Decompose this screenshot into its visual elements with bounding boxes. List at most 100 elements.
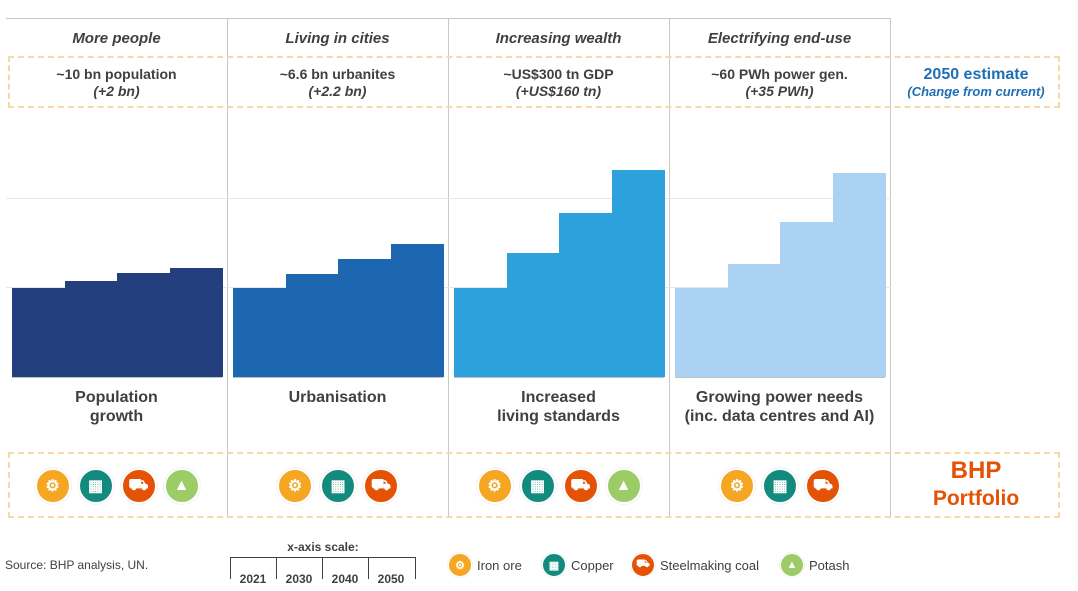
legend-steelmaking-coal: ⛟ Steelmaking coal <box>631 553 759 577</box>
gridline <box>6 198 891 199</box>
bar-3-2040 <box>559 213 612 377</box>
estimate-header-title: 2050 estimate <box>923 66 1029 83</box>
estimate-row-box <box>8 56 1060 108</box>
legend-copper: ▦ Copper <box>542 553 614 577</box>
x-axis-scale-bracket <box>230 557 416 566</box>
estimate-header-subtitle: (Change from current) <box>907 84 1045 99</box>
column-divider <box>448 18 449 518</box>
legend-label: Copper <box>571 557 614 573</box>
estimate-value: ~US$300 tn GDP <box>503 66 614 82</box>
estimate-value: ~10 bn population <box>56 66 177 82</box>
legend-potash: ▲ Potash <box>780 553 849 577</box>
scale-tick <box>415 557 416 579</box>
iron-ore-icon: ⚙ <box>277 468 313 504</box>
copper-icon: ▦ <box>762 468 798 504</box>
column-divider <box>890 18 891 518</box>
legend-label: Steelmaking coal <box>660 557 759 573</box>
estimate-urbanites: ~6.6 bn urbanites (+2.2 bn) <box>227 66 448 100</box>
estimate-gdp: ~US$300 tn GDP (+US$160 tn) <box>448 66 669 100</box>
portfolio-icons-column-1: ⚙ ▦ ⛟ ▲ <box>34 468 200 504</box>
bar-2-2050 <box>390 243 444 377</box>
column-title-living-in-cities: Living in cities <box>285 30 390 47</box>
x-axis-scale-title: x-axis scale: <box>287 540 359 554</box>
label-line: Growing power needs <box>695 389 864 406</box>
copper-icon: ▦ <box>77 468 114 504</box>
bar-3-2050 <box>611 169 665 377</box>
source-note: Source: BHP analysis, UN. <box>5 558 149 572</box>
steelmaking-coal-icon: ⛟ <box>562 468 599 504</box>
label-line: Population <box>75 389 158 406</box>
potash-icon: ▲ <box>163 468 200 504</box>
bar-3-2021 <box>454 288 507 377</box>
estimate-change: (+35 PWh) <box>745 83 814 99</box>
column-divider <box>669 18 670 518</box>
gridline <box>6 287 891 288</box>
steelmaking-coal-icon: ⛟ <box>363 468 399 504</box>
column-label-living-standards: Increased living standards <box>448 388 669 426</box>
portfolio-icons-column-2: ⚙ ▦ ⛟ <box>277 468 399 504</box>
estimate-value: ~6.6 bn urbanites <box>279 66 396 82</box>
column-title-more-people: More people <box>72 30 161 47</box>
bar-2-2021 <box>233 288 286 377</box>
bar-baseline <box>12 377 222 378</box>
iron-ore-icon: ⚙ <box>719 468 755 504</box>
column-label-power-needs: Growing power needs (inc. data centres a… <box>669 388 890 426</box>
steelmaking-coal-icon: ⛟ <box>805 468 841 504</box>
scale-label-2021: 2021 <box>239 572 267 586</box>
estimate-value: ~60 PWh power gen. <box>711 66 848 82</box>
bar-1-2040 <box>117 272 170 377</box>
portfolio-row-box <box>8 452 1060 518</box>
scale-tick <box>276 557 277 579</box>
label-line: Increased <box>521 389 596 406</box>
estimate-header: 2050 estimate (Change from current) <box>891 66 1061 100</box>
potash-icon: ▲ <box>780 553 804 577</box>
iron-ore-icon: ⚙ <box>448 553 472 577</box>
column-label-urbanisation: Urbanisation <box>227 388 448 407</box>
potash-icon: ▲ <box>605 468 642 504</box>
scale-tick <box>368 557 369 579</box>
legend-label: Iron ore <box>477 557 522 573</box>
bar-4-2050 <box>832 173 886 377</box>
bar-1-2021 <box>12 288 65 377</box>
scale-tick <box>322 557 323 579</box>
legend-iron-ore: ⚙ Iron ore <box>448 553 522 577</box>
bar-4-2021 <box>675 288 728 377</box>
column-title-increasing-wealth: Increasing wealth <box>495 30 622 47</box>
iron-ore-icon: ⚙ <box>476 468 513 504</box>
estimate-population: ~10 bn population (+2 bn) <box>6 66 227 100</box>
bar-4-2040 <box>780 222 833 377</box>
bar-4-2030 <box>727 263 781 377</box>
scale-tick <box>230 557 231 579</box>
scale-label-2040: 2040 <box>331 572 359 586</box>
legend-label: Potash <box>809 557 850 573</box>
estimate-power: ~60 PWh power gen. (+35 PWh) <box>669 66 890 100</box>
label-line: (inc. data centres and AI) <box>684 408 875 425</box>
estimate-change: (+2 bn) <box>93 83 140 99</box>
bar-2-2040 <box>338 258 391 377</box>
copper-icon: ▦ <box>320 468 356 504</box>
bar-1-2050 <box>169 267 223 377</box>
column-title-electrifying-end-use: Electrifying end-use <box>707 30 852 47</box>
bar-1-2030 <box>64 280 118 377</box>
bar-3-2030 <box>506 253 560 377</box>
iron-ore-icon: ⚙ <box>34 468 71 504</box>
steelmaking-coal-icon: ⛟ <box>631 553 655 577</box>
portfolio-text: Portfolio <box>932 487 1020 510</box>
portfolio-icons-column-4: ⚙ ▦ ⛟ <box>719 468 841 504</box>
label-line: Urbanisation <box>288 389 387 406</box>
copper-icon: ▦ <box>542 553 566 577</box>
copper-icon: ▦ <box>519 468 556 504</box>
scale-label-2030: 2030 <box>285 572 313 586</box>
portfolio-icons-column-3: ⚙ ▦ ⛟ ▲ <box>476 468 642 504</box>
estimate-change: (+US$160 tn) <box>515 83 602 99</box>
label-line: growth <box>89 408 144 425</box>
bhp-portfolio-label: BHP Portfolio <box>891 457 1061 513</box>
bar-baseline <box>454 377 664 378</box>
label-line: living standards <box>497 408 620 425</box>
bar-2-2030 <box>285 273 339 377</box>
bar-baseline <box>233 377 443 378</box>
steelmaking-coal-icon: ⛟ <box>120 468 157 504</box>
column-divider <box>227 18 228 518</box>
column-label-population: Population growth <box>6 388 227 426</box>
bar-baseline <box>675 377 885 378</box>
